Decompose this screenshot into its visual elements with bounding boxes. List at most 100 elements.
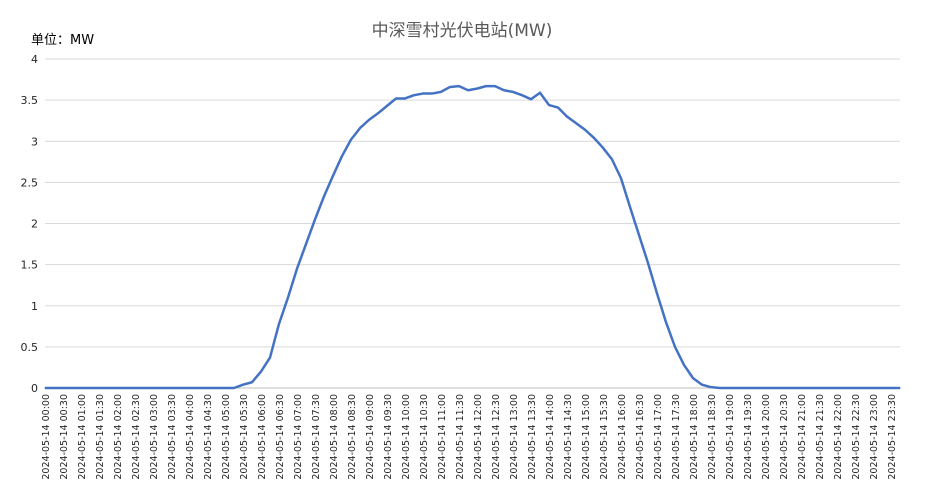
data-point — [260, 370, 262, 373]
data-point — [530, 98, 532, 100]
data-point — [782, 387, 784, 389]
data-point — [422, 92, 424, 95]
data-point — [242, 384, 244, 386]
data-point — [656, 292, 658, 295]
data-point — [449, 86, 451, 88]
data-point — [98, 387, 100, 389]
data-point — [809, 387, 811, 389]
data-point — [539, 92, 541, 94]
data-point — [773, 387, 775, 389]
x-tick-label: 2024-05-14 16:30 — [635, 394, 646, 480]
data-point — [332, 175, 334, 177]
x-tick-label: 2024-05-14 02:00 — [113, 394, 124, 480]
y-tick-label: 0.5 — [21, 341, 39, 354]
data-point — [152, 387, 154, 389]
data-point — [62, 387, 64, 389]
data-point — [755, 387, 757, 389]
data-point — [683, 364, 685, 366]
y-tick-label: 2 — [31, 218, 38, 231]
data-point — [719, 387, 721, 389]
x-tick-label: 2024-05-14 20:00 — [761, 394, 772, 480]
x-tick-label: 2024-05-14 19:30 — [743, 394, 754, 480]
x-tick-label: 2024-05-14 18:30 — [707, 394, 718, 480]
x-tick-label: 2024-05-14 21:30 — [815, 394, 826, 480]
x-tick-label: 2024-05-14 23:00 — [869, 394, 880, 480]
x-tick-label: 2024-05-14 13:00 — [509, 394, 520, 480]
data-point — [395, 97, 397, 100]
data-point — [305, 243, 307, 245]
data-point — [503, 89, 505, 91]
data-point — [494, 85, 496, 87]
data-point — [458, 85, 460, 87]
x-tick-label: 2024-05-14 03:30 — [167, 394, 178, 480]
data-point — [674, 346, 676, 348]
x-tick-label: 2024-05-14 12:30 — [491, 394, 502, 480]
x-tick-label: 2024-05-14 11:30 — [455, 394, 466, 480]
data-point — [350, 139, 352, 141]
x-tick-label: 2024-05-14 04:30 — [203, 394, 214, 480]
x-tick-label: 2024-05-14 12:00 — [473, 394, 484, 480]
y-tick-label: 1 — [31, 300, 38, 313]
data-point — [476, 88, 478, 90]
x-tick-label: 2024-05-14 01:00 — [77, 394, 88, 480]
data-point — [314, 218, 316, 220]
data-point — [746, 387, 748, 389]
data-point — [467, 89, 469, 91]
y-tick-label: 4 — [31, 53, 38, 66]
x-tick-label: 2024-05-14 17:00 — [653, 394, 664, 480]
data-point — [647, 262, 649, 264]
x-tick-label: 2024-05-14 21:00 — [797, 394, 808, 480]
data-point — [386, 105, 388, 107]
data-point — [512, 91, 514, 93]
data-point — [53, 387, 55, 389]
data-point — [89, 387, 91, 389]
data-point — [818, 387, 820, 389]
x-tick-label: 2024-05-14 06:30 — [275, 394, 286, 480]
x-tick-label: 2024-05-14 17:30 — [671, 394, 682, 480]
x-tick-label: 2024-05-14 14:30 — [563, 394, 574, 480]
data-point — [197, 387, 199, 389]
series-group — [44, 84, 901, 390]
x-tick-label: 2024-05-14 15:30 — [599, 394, 610, 480]
data-point — [593, 137, 595, 139]
data-point — [665, 321, 667, 323]
data-point — [323, 195, 325, 197]
data-point — [134, 387, 136, 389]
y-tick-label: 3.5 — [21, 94, 39, 107]
x-tick-label: 2024-05-14 08:00 — [329, 394, 340, 480]
data-point — [278, 323, 280, 325]
data-point — [377, 112, 379, 114]
y-tick-label: 2.5 — [21, 176, 39, 189]
data-point — [206, 387, 208, 389]
x-tick-label: 2024-05-14 13:30 — [527, 394, 538, 480]
x-tick-label: 2024-05-14 00:00 — [41, 394, 52, 480]
x-tick-label: 2024-05-14 09:30 — [383, 394, 394, 480]
data-point — [296, 268, 298, 270]
data-point — [854, 387, 856, 389]
series-line — [45, 84, 900, 390]
data-point — [602, 147, 604, 149]
x-tick-label: 2024-05-14 07:00 — [293, 394, 304, 480]
data-point — [611, 158, 613, 160]
data-point — [161, 387, 163, 389]
data-point — [791, 387, 793, 389]
data-point — [575, 122, 577, 124]
x-tick-label: 2024-05-14 06:00 — [257, 394, 268, 480]
data-point — [485, 85, 487, 87]
x-tick-label: 2024-05-14 22:30 — [851, 394, 862, 480]
x-tick-label: 2024-05-14 01:30 — [95, 394, 106, 480]
x-tick-label: 2024-05-14 19:00 — [725, 394, 736, 480]
data-point — [44, 387, 46, 389]
x-tick-label: 2024-05-14 02:30 — [131, 394, 142, 480]
y-tick-label: 1.5 — [21, 259, 39, 272]
x-tick-label: 2024-05-14 03:00 — [149, 394, 160, 480]
data-point — [737, 387, 739, 389]
data-point — [341, 155, 343, 157]
x-tick-label: 2024-05-14 05:30 — [239, 394, 250, 480]
data-point — [107, 387, 109, 389]
x-tick-label: 2024-05-14 08:30 — [347, 394, 358, 480]
x-tick-label: 2024-05-14 09:00 — [365, 394, 376, 480]
data-point — [71, 387, 73, 389]
data-point — [629, 206, 631, 208]
